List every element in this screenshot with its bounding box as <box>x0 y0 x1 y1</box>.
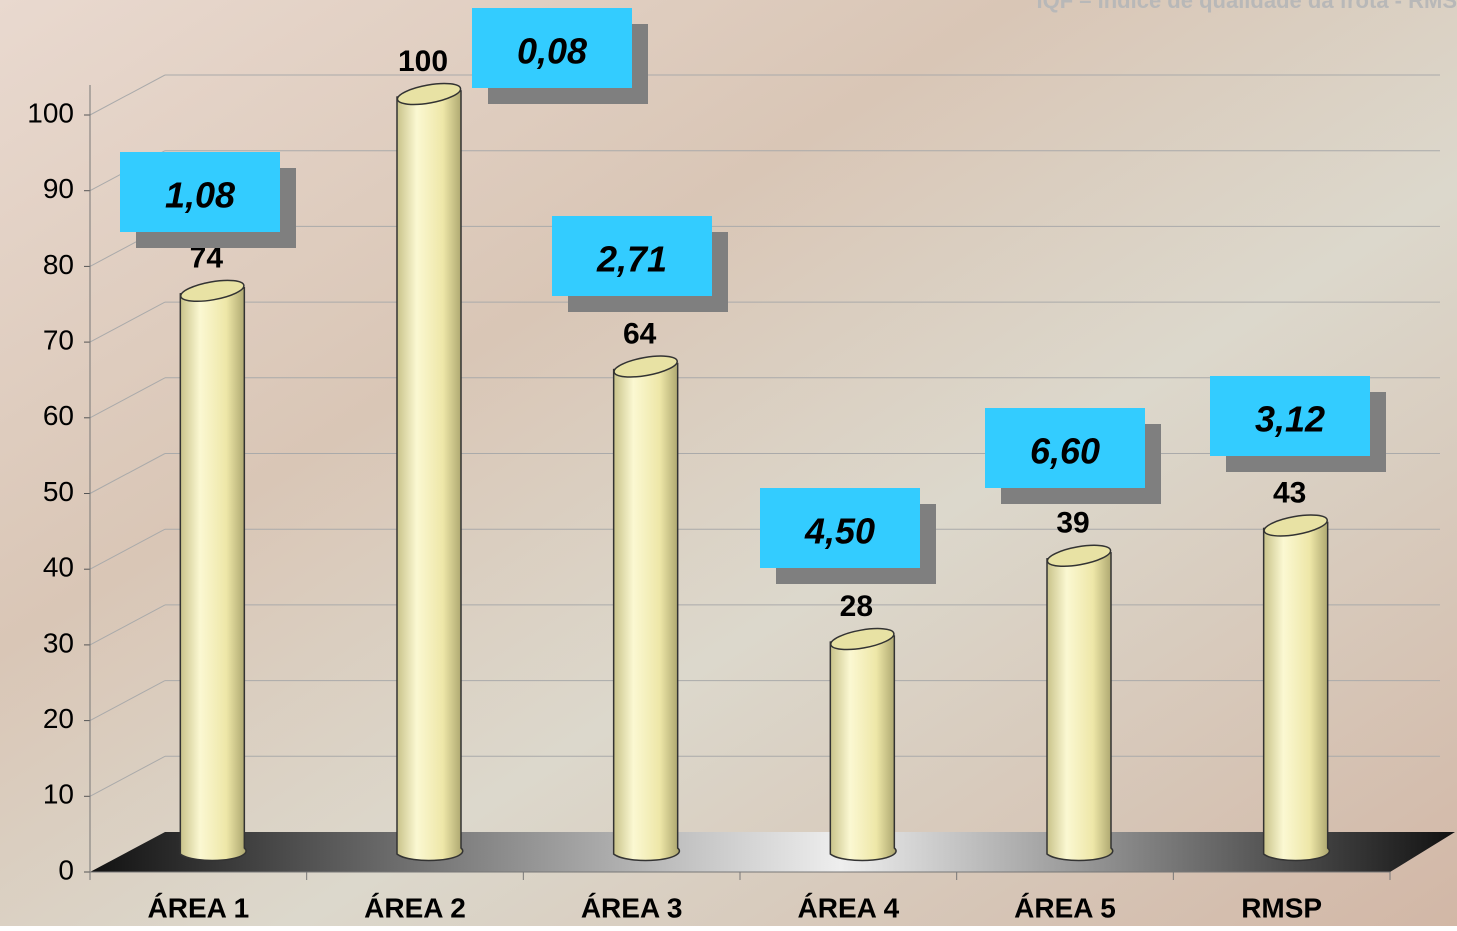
y-tick-label: 50 <box>43 476 74 507</box>
value-label: 43 <box>1273 476 1306 509</box>
annotation-label: 3,12 <box>1255 399 1325 440</box>
bar <box>1264 522 1330 860</box>
value-label: 28 <box>840 590 873 623</box>
annotation-label: 0,08 <box>517 31 587 72</box>
x-tick-label: ÁREA 3 <box>581 892 683 923</box>
bar <box>180 288 246 861</box>
y-tick-label: 90 <box>43 173 74 204</box>
value-label: 39 <box>1056 507 1089 540</box>
floor <box>90 832 1455 872</box>
x-tick-label: ÁREA 2 <box>364 892 466 923</box>
value-label: 100 <box>398 45 448 78</box>
x-tick-label: ÁREA 5 <box>1014 892 1116 923</box>
bar <box>397 91 463 860</box>
bar <box>614 364 680 861</box>
y-tick-label: 70 <box>43 324 74 355</box>
y-tick-label: 0 <box>58 854 74 885</box>
x-tick-label: ÁREA 1 <box>148 892 250 923</box>
y-tick-label: 60 <box>43 400 74 431</box>
y-tick-label: 10 <box>43 779 74 810</box>
annotation-label: 1,08 <box>165 175 235 216</box>
page: IQF – Índice de qualidade da frota - RMS… <box>0 0 1457 926</box>
bar <box>1047 553 1113 861</box>
x-tick-label: RMSP <box>1241 892 1322 923</box>
y-tick-label: 80 <box>43 249 74 280</box>
chart-title: IQF – Índice de qualidade da frota - RMS <box>1036 0 1457 13</box>
annotation-label: 4,50 <box>804 511 875 552</box>
y-tick-label: 40 <box>43 552 74 583</box>
y-tick-label: 20 <box>43 703 74 734</box>
chart: IQF – Índice de qualidade da frota - RMS… <box>0 0 1457 926</box>
y-tick-label: 100 <box>27 97 74 128</box>
annotation-label: 6,60 <box>1030 431 1100 472</box>
bar <box>830 636 896 860</box>
value-label: 64 <box>623 317 657 350</box>
x-tick-label: ÁREA 4 <box>798 892 900 923</box>
y-tick-label: 30 <box>43 627 74 658</box>
annotation-label: 2,71 <box>596 239 667 280</box>
